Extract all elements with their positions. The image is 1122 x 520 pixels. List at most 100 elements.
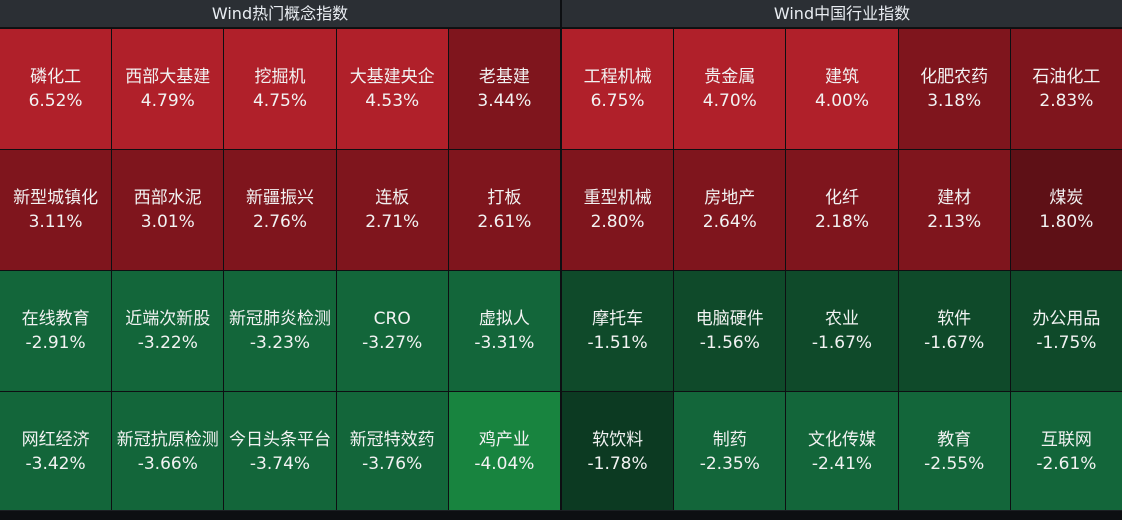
index-change-percent: 4.75% [252,91,307,111]
index-change-percent: 2.71% [365,212,420,232]
index-name: 新疆振兴 [245,188,314,208]
index-change-percent: -2.61% [1036,454,1097,474]
bottom-strip [0,510,1122,520]
heatmap-cell[interactable]: 网红经济 -3.42% [0,392,112,512]
index-name: 软件 [937,309,972,329]
heatmap-cell[interactable]: 互联网 -2.61% [1010,392,1122,512]
index-change-percent: -2.35% [699,454,760,474]
index-change-percent: 4.79% [140,91,195,111]
index-change-percent: 6.52% [28,91,83,111]
heatmap-cell[interactable]: 重型机械 2.80% [562,150,674,270]
heatmap-cell[interactable]: 连板 2.71% [336,150,448,270]
index-name: 新型城镇化 [13,188,99,208]
heatmap-cell[interactable]: 建材 2.13% [898,150,1010,270]
heatmap-cell[interactable]: 在线教育 -2.91% [0,271,112,391]
index-name: 石油化工 [1032,67,1101,87]
heatmap-cell[interactable]: 石油化工 2.83% [1010,29,1122,149]
heatmap-grid: 磷化工 6.52% 西部大基建 4.79% 挖掘机 4.75% 大基建央企 4.53% 老基建 3… [0,28,560,512]
index-name: 软饮料 [592,430,644,450]
index-change-percent: -3.76% [362,454,423,474]
index-name: 网红经济 [21,430,90,450]
index-name: 近端次新股 [125,309,211,329]
heatmap-cell[interactable]: CRO -3.27% [336,271,448,391]
heatmap-cell[interactable]: 西部大基建 4.79% [112,29,224,149]
heatmap-cell[interactable]: 房地产 2.64% [674,150,786,270]
index-name: 化纤 [824,188,859,208]
heatmap-cell[interactable]: 新型城镇化 3.11% [0,150,112,270]
index-change-percent: 6.75% [590,91,645,111]
index-change-percent: -3.23% [249,333,311,353]
index-name: 建筑 [824,67,859,87]
heatmap-cell[interactable]: 新冠抗原检测 -3.66% [112,392,224,512]
heatmap-cell[interactable]: 化肥农药 3.18% [898,29,1010,149]
index-change-percent: -4.04% [474,454,535,474]
index-change-percent: -1.67% [811,333,873,353]
index-change-percent: -3.31% [474,333,535,353]
heatmap-cell[interactable]: 工程机械 6.75% [562,29,674,149]
heatmap-cell[interactable]: 制药 -2.35% [674,392,786,512]
index-change-percent: -1.67% [924,333,985,353]
index-name: 磷化工 [30,67,82,87]
index-change-percent: -3.22% [137,333,198,353]
index-name: CRO [373,309,411,329]
index-name: 电脑硬件 [695,309,764,329]
heatmap-cell[interactable]: 磷化工 6.52% [0,29,112,149]
heatmap-cell[interactable]: 农业 -1.67% [786,271,898,391]
heatmap-cell[interactable]: 挖掘机 4.75% [224,29,336,149]
index-name: 在线教育 [21,309,90,329]
heatmap-cell[interactable]: 办公用品 -1.75% [1010,271,1122,391]
index-name: 今日头条平台 [228,430,331,450]
index-name: 房地产 [704,188,756,208]
heatmap-cell[interactable]: 文化传媒 -2.41% [786,392,898,512]
heatmap-cell[interactable]: 教育 -2.55% [898,392,1010,512]
index-name: 制药 [712,430,747,450]
index-name: 建材 [937,188,972,208]
heatmap-cell[interactable]: 虚拟人 -3.31% [448,271,560,391]
index-change-percent: -1.78% [587,454,648,474]
index-change-percent: -2.91% [25,333,86,353]
heatmap-grid: 工程机械 6.75% 贵金属 4.70% 建筑 4.00% 化肥农药 3.18% 石油化工 2.8… [562,28,1122,512]
index-name: 新冠肺炎检测 [228,309,331,329]
heatmap-cell[interactable]: 新冠特效药 -3.76% [336,392,448,512]
heatmap-cell[interactable]: 软件 -1.67% [898,271,1010,391]
index-name: 新冠抗原检测 [116,430,219,450]
index-name: 老基建 [478,67,530,87]
index-name: 摩托车 [592,309,644,329]
index-name: 文化传媒 [807,430,876,450]
index-name: 鸡产业 [478,430,530,450]
heatmap-cell[interactable]: 新冠肺炎检测 -3.23% [224,271,336,391]
index-change-percent: 4.00% [814,91,869,111]
index-change-percent: 1.80% [1039,212,1094,232]
index-name: 西部水泥 [133,188,202,208]
heatmap-cell[interactable]: 贵金属 4.70% [674,29,786,149]
index-name: 贵金属 [704,67,756,87]
heatmap-cell[interactable]: 煤炭 1.80% [1010,150,1122,270]
index-name: 大基建央企 [349,67,435,87]
heatmap-cell[interactable]: 建筑 4.00% [786,29,898,149]
index-change-percent: 4.53% [365,91,420,111]
index-change-percent: 3.11% [28,212,83,232]
heatmap-cell[interactable]: 电脑硬件 -1.56% [674,271,786,391]
heatmap-cell[interactable]: 大基建央企 4.53% [336,29,448,149]
index-change-percent: 2.76% [252,212,307,232]
heatmap-cell[interactable]: 鸡产业 -4.04% [448,392,560,512]
heatmap-cell[interactable]: 今日头条平台 -3.74% [224,392,336,512]
index-name: 挖掘机 [254,67,306,87]
index-change-percent: 4.70% [702,91,757,111]
heatmap-cell[interactable]: 软饮料 -1.78% [562,392,674,512]
heatmap-cell[interactable]: 新疆振兴 2.76% [224,150,336,270]
heatmap-cell[interactable]: 化纤 2.18% [786,150,898,270]
index-change-percent: -1.56% [699,333,760,353]
index-name: 打板 [487,188,522,208]
index-change-percent: -3.42% [25,454,86,474]
index-change-percent: -3.74% [249,454,311,474]
heatmap-cell[interactable]: 摩托车 -1.51% [562,271,674,391]
index-name: 教育 [937,430,972,450]
heatmap-cell[interactable]: 老基建 3.44% [448,29,560,149]
heatmap-cell[interactable]: 西部水泥 3.01% [112,150,224,270]
index-name: 化肥农药 [920,67,989,87]
index-name: 农业 [824,309,859,329]
index-name: 煤炭 [1049,188,1084,208]
heatmap-cell[interactable]: 打板 2.61% [448,150,560,270]
heatmap-cell[interactable]: 近端次新股 -3.22% [112,271,224,391]
